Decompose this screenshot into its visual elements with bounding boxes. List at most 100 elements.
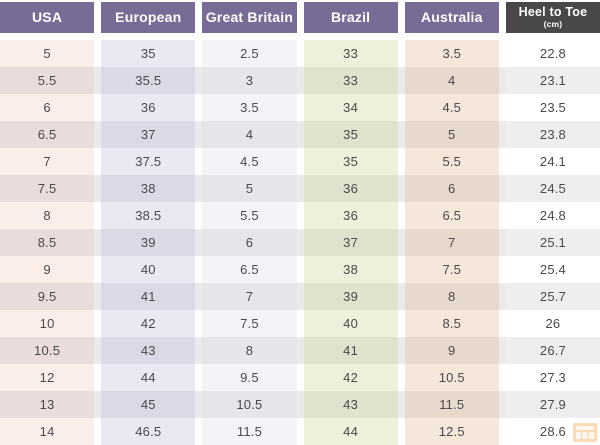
table-row: 7.5 38 5 36 6 24.5 [0, 175, 600, 202]
column-header-great-britain: Great Britain [202, 2, 297, 33]
cell-usa: 14 [0, 418, 95, 445]
cell-usa: 6.5 [0, 121, 95, 148]
cell-australia: 7 [404, 229, 499, 256]
column-header-unit: (cm) [543, 18, 563, 29]
column-header-label: European [115, 9, 182, 26]
cell-european: 37.5 [101, 148, 196, 175]
cell-european: 44 [101, 364, 196, 391]
cell-european: 46.5 [101, 418, 196, 445]
table-row: 9 40 6.5 38 7.5 25.4 [0, 256, 600, 283]
cell-brazil: 36 [303, 175, 398, 202]
table-row: 12 44 9.5 42 10.5 27.3 [0, 364, 600, 391]
cell-european: 41 [101, 283, 196, 310]
cell-european: 39 [101, 229, 196, 256]
cell-australia: 6 [404, 175, 499, 202]
cell-heel-to-toe: 23.5 [505, 94, 600, 121]
cell-great-britain: 7.5 [202, 310, 297, 337]
cell-heel-to-toe: 28.6 [505, 418, 600, 445]
cell-australia: 4 [404, 67, 499, 94]
cell-heel-to-toe: 24.5 [505, 175, 600, 202]
cell-usa: 5.5 [0, 67, 95, 94]
cell-brazil: 36 [303, 202, 398, 229]
cell-european: 38.5 [101, 202, 196, 229]
table-row: 6 36 3.5 34 4.5 23.5 [0, 94, 600, 121]
table-row: 9.5 41 7 39 8 25.7 [0, 283, 600, 310]
cell-european: 37 [101, 121, 196, 148]
cell-brazil: 38 [303, 256, 398, 283]
cell-brazil: 35 [303, 121, 398, 148]
column-header-usa: USA [0, 2, 95, 33]
table-row: 14 46.5 11.5 44 12.5 28.6 [0, 418, 600, 445]
table-row: 8 38.5 5.5 36 6.5 24.8 [0, 202, 600, 229]
cell-brazil: 35 [303, 148, 398, 175]
cell-heel-to-toe: 26.7 [505, 337, 600, 364]
cell-usa: 13 [0, 391, 95, 418]
cell-heel-to-toe: 23.8 [505, 121, 600, 148]
cell-european: 36 [101, 94, 196, 121]
cell-european: 38 [101, 175, 196, 202]
cell-great-britain: 5.5 [202, 202, 297, 229]
cell-heel-to-toe: 26 [505, 310, 600, 337]
cell-european: 42 [101, 310, 196, 337]
cell-usa: 8.5 [0, 229, 95, 256]
cell-heel-to-toe: 22.8 [505, 40, 600, 67]
cell-heel-to-toe: 23.1 [505, 67, 600, 94]
cell-european: 35 [101, 40, 196, 67]
cell-great-britain: 3 [202, 67, 297, 94]
cell-australia: 5 [404, 121, 499, 148]
cell-heel-to-toe: 25.4 [505, 256, 600, 283]
cell-great-britain: 7 [202, 283, 297, 310]
cell-australia: 8.5 [404, 310, 499, 337]
column-header-european: European [101, 2, 196, 33]
column-header-brazil: Brazil [303, 2, 398, 33]
cell-usa: 12 [0, 364, 95, 391]
cell-brazil: 33 [303, 40, 398, 67]
cell-australia: 10.5 [404, 364, 499, 391]
cell-australia: 11.5 [404, 391, 499, 418]
cell-brazil: 40 [303, 310, 398, 337]
column-header-australia: Australia [404, 2, 499, 33]
cell-great-britain: 4.5 [202, 148, 297, 175]
cell-brazil: 37 [303, 229, 398, 256]
cell-usa: 9.5 [0, 283, 95, 310]
table-body: 5 35 2.5 33 3.5 22.8 5.5 35.5 3 33 4 23.1 6 36 3.5 34 4.… [0, 40, 600, 445]
cell-european: 43 [101, 337, 196, 364]
column-header-label: USA [32, 9, 63, 26]
cell-usa: 7 [0, 148, 95, 175]
table-row: 13 45 10.5 43 11.5 27.9 [0, 391, 600, 418]
cell-heel-to-toe: 27.9 [505, 391, 600, 418]
cell-great-britain: 6.5 [202, 256, 297, 283]
cell-australia: 3.5 [404, 40, 499, 67]
cell-australia: 7.5 [404, 256, 499, 283]
cell-brazil: 39 [303, 283, 398, 310]
cell-australia: 12.5 [404, 418, 499, 445]
column-header-label: Heel to Toe [518, 5, 588, 20]
watermark-logo-icon [573, 423, 597, 442]
cell-brazil: 44 [303, 418, 398, 445]
cell-usa: 5 [0, 40, 95, 67]
cell-european: 35.5 [101, 67, 196, 94]
cell-heel-to-toe: 24.8 [505, 202, 600, 229]
cell-european: 45 [101, 391, 196, 418]
cell-usa: 7.5 [0, 175, 95, 202]
cell-brazil: 33 [303, 67, 398, 94]
cell-great-britain: 9.5 [202, 364, 297, 391]
table-row: 5 35 2.5 33 3.5 22.8 [0, 40, 600, 67]
cell-usa: 8 [0, 202, 95, 229]
cell-great-britain: 11.5 [202, 418, 297, 445]
cell-brazil: 43 [303, 391, 398, 418]
cell-usa: 10.5 [0, 337, 95, 364]
table-row: 8.5 39 6 37 7 25.1 [0, 229, 600, 256]
cell-australia: 8 [404, 283, 499, 310]
cell-brazil: 42 [303, 364, 398, 391]
table-row: 7 37.5 4.5 35 5.5 24.1 [0, 148, 600, 175]
cell-usa: 6 [0, 94, 95, 121]
cell-australia: 9 [404, 337, 499, 364]
cell-usa: 9 [0, 256, 95, 283]
table-row: 10 42 7.5 40 8.5 26 [0, 310, 600, 337]
cell-great-britain: 4 [202, 121, 297, 148]
column-header-label: Brazil [330, 9, 371, 26]
cell-heel-to-toe: 25.1 [505, 229, 600, 256]
cell-brazil: 34 [303, 94, 398, 121]
